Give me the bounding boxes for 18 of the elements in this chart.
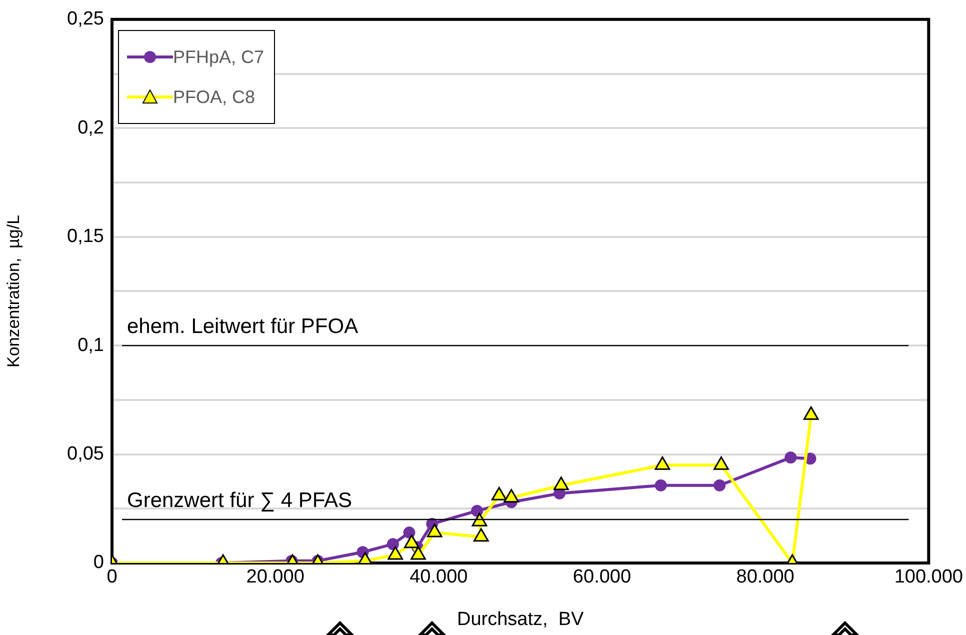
legend-label: PFOA, C8 [173,86,256,108]
y-tick-label: 0,25 [67,8,104,30]
x-tick-label: 0 [106,566,118,588]
x-tick-label: 100.000 [894,566,964,588]
x-tick-label: 80.000 [736,566,794,588]
legend-label: PFHpA, C7 [173,46,264,68]
x-tick-label: 20.000 [246,566,304,588]
y-tick-label: 0 [93,552,104,574]
ref-line-label: ehem. Leitwert für PFOA [127,314,358,338]
x-tick-label: 40.000 [410,566,468,588]
y-tick-label: 0,2 [78,117,104,138]
x-tick-label: 60.000 [572,566,632,588]
y-tick-label: 0,05 [67,444,104,465]
y-axis-title: Konzentration, µg/L [4,214,23,368]
y-tick-label: 0,1 [78,334,104,356]
y-tick-label: 0,15 [67,226,104,248]
x-axis-title: Durchsatz, BV [456,608,584,630]
ref-line-label: Grenzwert für ∑ 4 PFAS [127,488,352,512]
